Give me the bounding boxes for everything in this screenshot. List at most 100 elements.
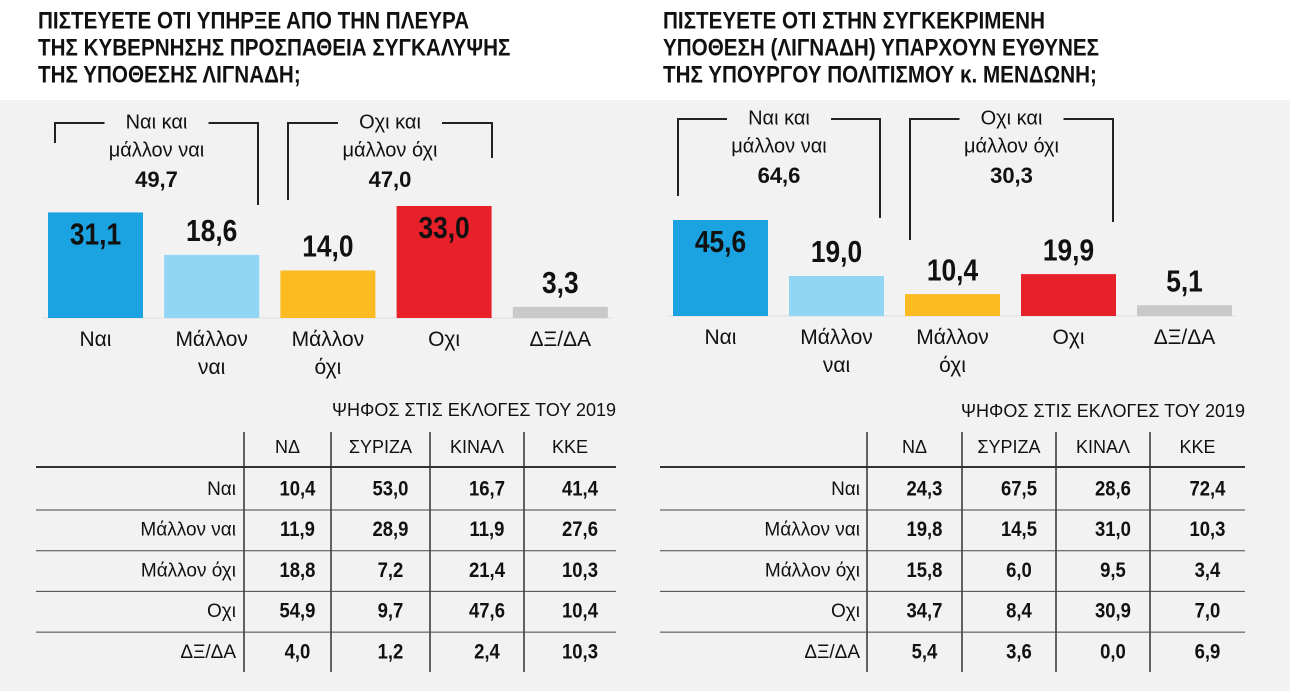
row-label: Μάλλον όχι (765, 560, 860, 581)
bar (1137, 305, 1232, 316)
table-cell: 5,4 (912, 640, 938, 663)
category-label: Μάλλον ναι (800, 326, 873, 377)
category-label: Οχι (1052, 326, 1084, 349)
table-cell: 7,0 (1195, 600, 1221, 623)
table-cell: 1,2 (378, 640, 404, 663)
annotation-label: μάλλον όχι (343, 139, 438, 161)
table-cell: 28,6 (1095, 477, 1131, 500)
row-label: Μάλλον όχι (141, 560, 236, 581)
title-band (0, 0, 1290, 100)
category-label: ΔΞ/ΔΑ (530, 328, 592, 351)
table-cell: 8,4 (1006, 600, 1032, 623)
value-label: 19,0 (811, 235, 862, 269)
table-cell: 10,3 (562, 640, 598, 663)
bar (673, 220, 768, 316)
table-cell: 53,0 (373, 477, 409, 500)
column-header: ΚΚΕ (552, 437, 588, 457)
category-label: Ναι (80, 328, 112, 351)
annotation-value: 30,3 (990, 163, 1033, 188)
table-title: ΨΗΦΟΣ ΣΤΙΣ ΕΚΛΟΓΕΣ ΤΟΥ 2019 (332, 400, 616, 420)
table-cell: 31,0 (1095, 518, 1131, 541)
table-title: ΨΗΦΟΣ ΣΤΙΣ ΕΚΛΟΓΕΣ ΤΟΥ 2019 (961, 401, 1245, 421)
value-label: 19,9 (1043, 233, 1094, 267)
table-cell: 0,0 (1100, 640, 1126, 663)
table-cell: 19,8 (907, 518, 943, 541)
category-label: Ναι (705, 326, 737, 349)
column-header: ΣΥΡΙΖΑ (349, 437, 412, 457)
value-label: 18,6 (186, 214, 237, 248)
row-label: Ναι (207, 479, 236, 500)
annotation-label: Ναι και (126, 111, 188, 133)
annotation-label: μάλλον ναι (731, 135, 826, 157)
column-header: ΚΙΝΑΛ (450, 437, 504, 457)
table-cell: 28,9 (373, 518, 409, 541)
table-cell: 7,2 (378, 559, 404, 582)
table-cell: 10,3 (1190, 518, 1226, 541)
table-cell: 3,4 (1195, 559, 1221, 582)
table-cell: 72,4 (1190, 477, 1226, 500)
table-cell: 6,9 (1195, 640, 1221, 663)
chart-title: ΤΗΣ ΥΠΟΘΕΣΗΣ ΛΙΓΝΑΔΗ; (38, 61, 301, 88)
table-cell: 34,7 (907, 600, 943, 623)
annotation-value: 47,0 (369, 167, 412, 192)
table-cell: 24,3 (907, 477, 943, 500)
category-label: Μάλλον όχι (916, 326, 989, 377)
annotation-value: 64,6 (758, 163, 801, 188)
row-label: Οχι (831, 601, 860, 622)
category-label: ΔΞ/ΔΑ (1154, 326, 1216, 349)
column-header: ΣΥΡΙΖΑ (977, 437, 1040, 457)
value-label: 33,0 (418, 211, 469, 245)
category-label: Οχι (428, 328, 460, 351)
table-cell: 18,8 (280, 559, 316, 582)
bracket (54, 122, 259, 205)
bracket (287, 122, 493, 200)
bracket (677, 118, 881, 218)
row-label: Ναι (831, 479, 860, 500)
annotation-label: μάλλον όχι (964, 135, 1059, 157)
bar (280, 270, 376, 318)
table-cell: 10,3 (562, 559, 598, 582)
category-label: Μάλλον ναι (175, 328, 248, 379)
table-cell: 15,8 (907, 559, 943, 582)
table-cell: 30,9 (1095, 600, 1131, 623)
table-cell: 6,0 (1006, 559, 1032, 582)
table-cell: 21,4 (469, 559, 505, 582)
row-label: ΔΞ/ΔΑ (180, 642, 236, 663)
chart-title: ΤΗΣ ΚΥΒΕΡΝΗΣΗΣ ΠΡΟΣΠΑΘΕΙΑ ΣΥΓΚΑΛΥΨΗΣ (38, 34, 510, 61)
table-cell: 27,6 (562, 518, 598, 541)
table-cell: 67,5 (1001, 477, 1037, 500)
annotation-label: Οχι και (359, 111, 421, 133)
bar (512, 306, 608, 318)
value-label: 3,3 (542, 266, 579, 300)
chart-title: ΤΗΣ ΥΠΟΥΡΓΟΥ ΠΟΛΙΤΙΣΜΟΥ κ. ΜΕΝΔΩΝΗ; (663, 61, 1097, 88)
category-label: Μάλλον όχι (292, 328, 365, 379)
row-label: Μάλλον ναι (140, 520, 236, 541)
table-cell: 14,5 (1001, 518, 1037, 541)
column-header: ΝΔ (275, 437, 300, 457)
chart-title: ΥΠΟΘΕΣΗ (ΛΙΓΝΑΔΗ) ΥΠΑΡΧΟΥΝ ΕΥΘΥΝΕΣ (663, 34, 1099, 61)
table-cell: 10,4 (562, 600, 598, 623)
chart-title: ΠΙΣΤΕΥΕΤΕ ΟΤΙ ΥΠΗΡΞΕ ΑΠΟ ΤΗΝ ΠΛΕΥΡΑ (38, 7, 469, 34)
bar (396, 206, 492, 318)
bar (789, 276, 884, 316)
bar (1021, 274, 1116, 316)
table-cell: 16,7 (469, 477, 505, 500)
table-cell: 10,4 (280, 477, 316, 500)
bar (164, 254, 260, 318)
value-label: 5,1 (1166, 265, 1203, 299)
table-cell: 54,9 (280, 600, 316, 623)
table-cell: 9,7 (378, 600, 404, 623)
value-label: 31,1 (70, 218, 121, 252)
table-cell: 11,9 (470, 518, 505, 541)
annotation-value: 49,7 (135, 167, 178, 192)
value-label: 14,0 (302, 230, 353, 264)
table-cell: 3,6 (1006, 640, 1032, 663)
table-cell: 2,4 (474, 640, 500, 663)
chart-title: ΠΙΣΤΕΥΕΤΕ ΟΤΙ ΣΤΗΝ ΣΥΓΚΕΚΡΙΜΕΝΗ (663, 7, 1045, 34)
table-cell: 47,6 (469, 600, 505, 623)
annotation-label: μάλλον ναι (109, 139, 204, 161)
table-cell: 4,0 (285, 640, 311, 663)
value-label: 10,4 (927, 253, 978, 287)
annotation-label: Οχι και (981, 107, 1043, 129)
